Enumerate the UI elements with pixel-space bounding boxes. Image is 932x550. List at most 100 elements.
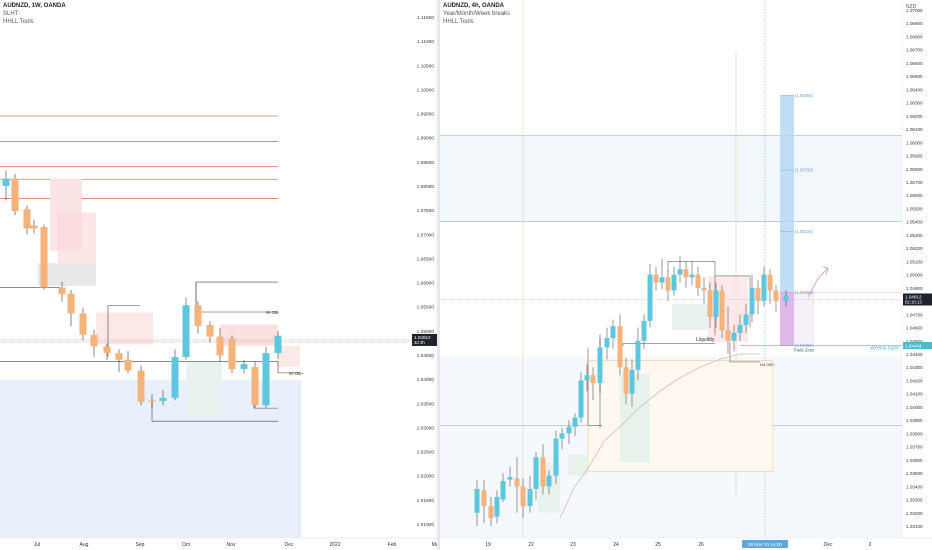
price-tick-label: 1.04200 [906, 378, 923, 383]
candle-body [641, 320, 647, 341]
right-indicator-2[interactable]: HHLL Tools [443, 19, 474, 25]
structure-line [667, 261, 715, 272]
demand-zone [568, 454, 588, 476]
price-tick-label: 1.04100 [906, 392, 923, 397]
price-tick-label: 1.08000 [417, 184, 435, 190]
price-tick-label: 1.02000 [417, 474, 435, 480]
crosshair-time-label: 26 Nov '21 14:00 [748, 542, 782, 547]
right-indicator-1[interactable]: Year/Month/Week breaks [443, 11, 511, 17]
price-tick-label: 1.05900 [906, 154, 923, 159]
structure-line [729, 342, 760, 363]
candle-body [262, 353, 270, 406]
candle-body [103, 346, 111, 354]
time-tick-label: Aug [80, 542, 89, 548]
candle-body [228, 338, 236, 370]
candle-body [481, 490, 487, 507]
projection-arrowhead [822, 266, 829, 275]
time-tick-label: Dec [824, 542, 833, 548]
candle-body [216, 336, 224, 356]
time-tick-label: Jul [34, 542, 40, 548]
right-chart-legend: AUDNZD, 4h, OANDA Year/Month/Week breaks… [443, 2, 510, 26]
price-tick-label: 1.11500 [417, 15, 434, 21]
price-tick-label: 1.04300 [906, 365, 923, 370]
candle-body [701, 287, 707, 291]
left-chart-pane[interactable]: W OB- W OB+ 1.11500 1.11000 1.10500 1.10000 1.… [0, 0, 438, 550]
countdown-label: 4d 3h [414, 340, 425, 345]
candle-body [500, 481, 506, 500]
candle-body [2, 178, 10, 186]
price-tick-label: 1.03800 [906, 431, 923, 436]
candle-body [755, 287, 761, 302]
time-tick-label: 19 [485, 542, 491, 548]
time-tick-label: 2 [869, 542, 872, 548]
current-price-box [412, 333, 438, 346]
candle-body [653, 274, 659, 283]
price-tick-label: 1.06000 [906, 140, 923, 145]
price-tick-label: 1.05300 [906, 233, 923, 238]
candle-body [11, 178, 19, 212]
time-tick-label: Dec [285, 542, 294, 548]
left-chart-canvas[interactable]: W OB- W OB+ 1.11500 1.11000 1.10500 1.10000 1.… [0, 0, 438, 550]
liquidity-label: Liquidity [696, 337, 715, 343]
right-chart-canvas[interactable]: (1.06355)(1.05790)(1.05326)(1.04866)(1.0… [440, 0, 932, 550]
weekly-open-price-label: 1.04464 [905, 343, 922, 348]
price-tick-label: 1.05800 [906, 167, 923, 172]
candle-body [610, 326, 616, 339]
candle-body [783, 295, 789, 302]
price-tick-label: 1.05700 [906, 180, 923, 185]
trade-zone-target [780, 95, 794, 293]
candle-body [731, 332, 737, 341]
trade-zone-stop [780, 292, 794, 346]
trade-zone-label: Trade Zone [793, 348, 815, 353]
price-tick-label: 1.06900 [906, 21, 923, 26]
price-tick-label: 1.01000 [417, 522, 435, 528]
price-tick-label: 1.08500 [417, 160, 435, 166]
gray-zone [38, 263, 96, 286]
supply-zone [58, 212, 96, 271]
candle-body [159, 397, 167, 401]
price-tick-label: 1.07500 [417, 208, 435, 214]
price-tick-label: 1.06500 [417, 256, 435, 262]
fib-level-label: (1.06355) [795, 93, 814, 98]
price-tick-label: 1.03100 [906, 524, 923, 529]
current-price-box [903, 293, 932, 306]
price-tick-label: 1.03500 [417, 401, 435, 407]
currency-label: NZD [906, 4, 917, 10]
weekly-open-price-box [903, 342, 932, 350]
candle-body [665, 277, 671, 291]
candle-body [115, 353, 123, 360]
price-tick-label: 1.06300 [906, 101, 923, 106]
price-tick-label: 1.02500 [417, 450, 435, 456]
price-tick-label: 1.04600 [906, 326, 923, 331]
candle-body [689, 274, 695, 278]
left-indicator-1[interactable]: SLHT [3, 11, 19, 17]
candle-body [617, 326, 623, 368]
left-chart-legend: AUDNZD, 1W, OANDA SLHT HHLL Tools [3, 2, 66, 26]
time-tick-label: Sep [136, 542, 145, 548]
price-tick-label: 1.04900 [906, 286, 923, 291]
support-zone [0, 380, 300, 538]
fib-level-label: (1.05326) [795, 229, 814, 234]
candle-body [659, 277, 665, 283]
candle-body [590, 375, 596, 384]
price-tick-label: 1.06800 [906, 34, 923, 39]
right-chart-pane[interactable]: (1.06355) (1.05790) (1.05326) (1.04866) (1.0… [440, 0, 932, 550]
price-tick-label: 1.03200 [906, 511, 923, 516]
candle-body [171, 356, 179, 398]
candle-body [683, 269, 689, 278]
price-tick-label: 1.03600 [906, 458, 923, 463]
price-tick-label: 1.05500 [906, 206, 923, 211]
candle-body [719, 290, 725, 331]
left-indicator-2[interactable]: HHLL Tools [3, 19, 34, 25]
candle-body [604, 338, 610, 348]
candle-body [240, 364, 248, 370]
pane-divider[interactable] [437, 0, 440, 550]
price-tick-label: 1.06000 [417, 281, 435, 287]
candle-body [474, 488, 480, 513]
right-chart-title[interactable]: AUDNZD, 4h, OANDA [443, 3, 504, 9]
price-tick-label: 1.07000 [417, 232, 435, 238]
left-chart-title[interactable]: AUDNZD, 1W, OANDA [3, 3, 66, 9]
time-tick-label: 2022 [329, 542, 340, 548]
candle-body [713, 290, 719, 317]
candle-body [494, 496, 500, 517]
